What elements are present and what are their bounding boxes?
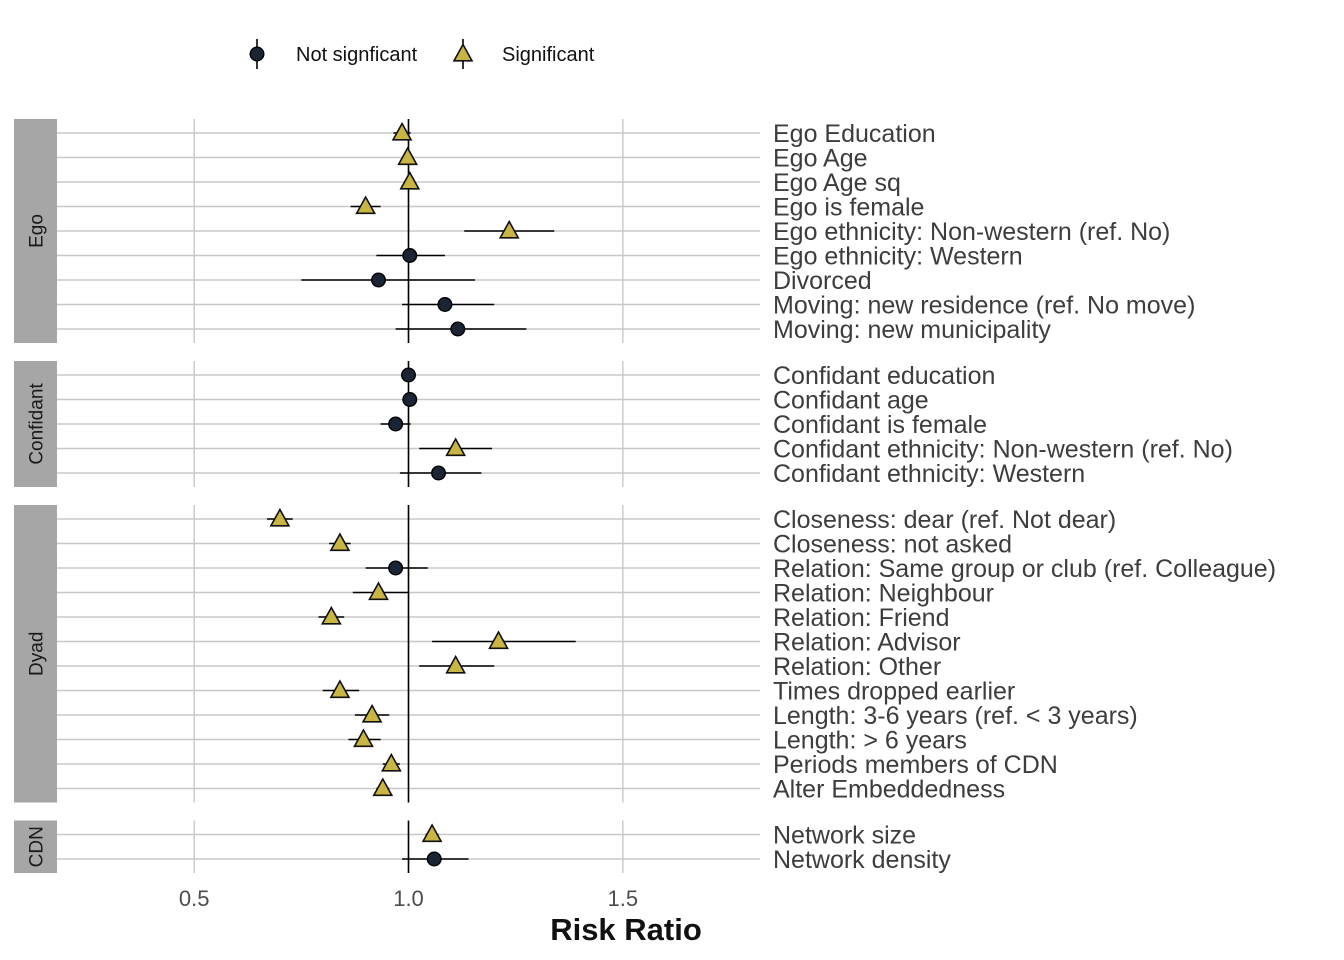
row-label: Relation: Neighbour — [773, 580, 994, 608]
legend-key-marker — [249, 46, 265, 62]
row-label: Ego Age — [773, 145, 868, 173]
x-tick-label: 1.5 — [608, 886, 639, 911]
row-label: Ego is female — [773, 194, 924, 222]
x-tick-label: 0.5 — [179, 886, 210, 911]
row-label: Relation: Same group or club (ref. Colle… — [773, 555, 1276, 583]
estimate-triangle — [353, 728, 374, 748]
facet-strip-label: Ego — [27, 214, 48, 248]
row-label: Ego ethnicity: Non-western (ref. No) — [773, 218, 1170, 246]
estimate-point — [402, 247, 418, 263]
estimate-triangle — [391, 121, 413, 141]
estimate-triangle — [355, 195, 377, 215]
row-label: Network density — [773, 846, 951, 874]
row-label: Relation: Friend — [773, 604, 949, 632]
estimate-triangle — [399, 170, 421, 190]
row-label: Moving: new residence (ref. No move) — [773, 292, 1195, 320]
row-label: Confidant education — [773, 362, 995, 390]
row-label: Confidant is female — [773, 411, 987, 439]
row-label: Moving: new municipality — [773, 316, 1051, 344]
row-label: Times dropped earlier — [773, 678, 1015, 706]
estimate-triangle — [498, 219, 520, 239]
row-label: Closeness: not asked — [773, 531, 1012, 559]
estimate-point — [450, 321, 466, 337]
facet-strip — [14, 505, 57, 803]
legend-item-significant: Significant — [452, 39, 595, 69]
legend-label: Significant — [502, 44, 595, 66]
row-label: Periods members of CDN — [773, 751, 1058, 779]
facet-strip-label: Dyad — [27, 632, 48, 676]
estimate-point — [402, 392, 418, 408]
x-axis-title: Risk Ratio — [550, 912, 702, 947]
estimate-point — [401, 367, 417, 383]
x-axis: 0.5 1.0 1.5 — [179, 886, 638, 911]
estimate-triangle — [397, 146, 419, 166]
estimate-triangle — [488, 630, 509, 650]
estimate-triangle — [361, 703, 383, 723]
estimate-triangle — [445, 654, 467, 674]
legend-label: Not signficant — [296, 44, 418, 66]
legend-item-not-significant: Not signficant — [249, 39, 418, 69]
legend: Not signficant Significant — [249, 39, 595, 69]
facet-strip — [14, 119, 57, 343]
row-label: Length: > 6 years — [773, 727, 967, 755]
facet-strip-label: Confidant — [27, 383, 48, 465]
estimate-triangle — [329, 679, 351, 699]
estimate-triangle — [372, 777, 394, 797]
row-label: Ego Age sq — [773, 169, 901, 197]
estimate-point — [388, 560, 404, 576]
row-label: Confidant ethnicity: Western — [773, 460, 1085, 488]
row-label: Ego Education — [773, 120, 936, 148]
row-label: Alter Embeddedness — [773, 776, 1005, 804]
estimate-point — [426, 851, 442, 867]
row-label: Closeness: dear (ref. Not dear) — [773, 506, 1116, 534]
estimate-point — [388, 416, 404, 432]
estimate-point — [437, 297, 453, 313]
estimate-triangle — [421, 823, 443, 843]
estimate-triangle — [445, 437, 467, 457]
row-label: Ego ethnicity: Western — [773, 243, 1023, 271]
row-label: Divorced — [773, 267, 872, 295]
estimate-triangle — [329, 532, 351, 552]
row-label: Length: 3-6 years (ref. < 3 years) — [773, 702, 1138, 730]
estimate-triangle — [368, 581, 389, 601]
estimate-triangle — [320, 605, 342, 625]
row-label: Relation: Advisor — [773, 629, 961, 657]
row-label: Confidant age — [773, 387, 929, 415]
x-tick-label: 1.0 — [393, 886, 424, 911]
estimate-triangle — [380, 752, 402, 772]
facet-strip — [14, 361, 57, 487]
estimate-point — [431, 465, 447, 481]
estimate-point — [370, 272, 386, 288]
estimate-triangle — [269, 507, 291, 527]
panel-dyad: Dyad Closeness: dear (ref. Not dear)Close… — [14, 505, 1276, 804]
legend-key-marker — [452, 42, 474, 62]
facet-strip — [14, 820, 57, 873]
row-label: Network size — [773, 822, 916, 850]
row-label: Relation: Other — [773, 653, 941, 681]
row-label: Confidant ethnicity: Non-western (ref. N… — [773, 436, 1233, 464]
facet-strip-label: CDN — [27, 826, 48, 867]
